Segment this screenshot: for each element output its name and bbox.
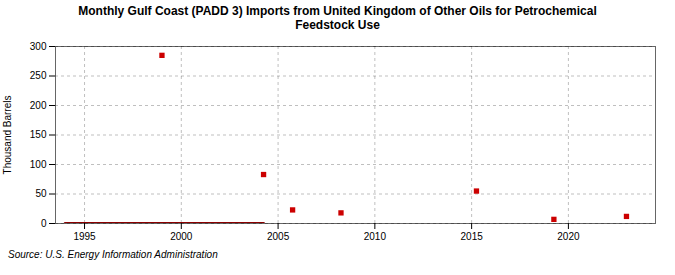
svg-text:1995: 1995 bbox=[73, 231, 96, 242]
svg-text:250: 250 bbox=[30, 70, 47, 81]
html-text:Monthly Gulf Coast (PADD 3) Im: Monthly Gulf Coast (PADD 3) Imports from… bbox=[78, 4, 597, 32]
svg-text:2020: 2020 bbox=[557, 231, 580, 242]
svg-text:0: 0 bbox=[41, 218, 47, 229]
html-text:Source: U.S. Energy Informatio: Source: U.S. Energy Information Administ… bbox=[8, 249, 218, 260]
svg-text:2005: 2005 bbox=[267, 231, 290, 242]
svg-text:2010: 2010 bbox=[364, 231, 387, 242]
svg-text:50: 50 bbox=[35, 188, 47, 199]
svg-text:Thousand Barrels: Thousand Barrels bbox=[2, 96, 13, 175]
svg-text:2015: 2015 bbox=[461, 231, 484, 242]
svg-text:100: 100 bbox=[30, 159, 47, 170]
svg-text:150: 150 bbox=[30, 129, 47, 140]
svg-text:2000: 2000 bbox=[170, 231, 193, 242]
svg-text:200: 200 bbox=[30, 100, 47, 111]
svg-text:300: 300 bbox=[30, 41, 47, 52]
